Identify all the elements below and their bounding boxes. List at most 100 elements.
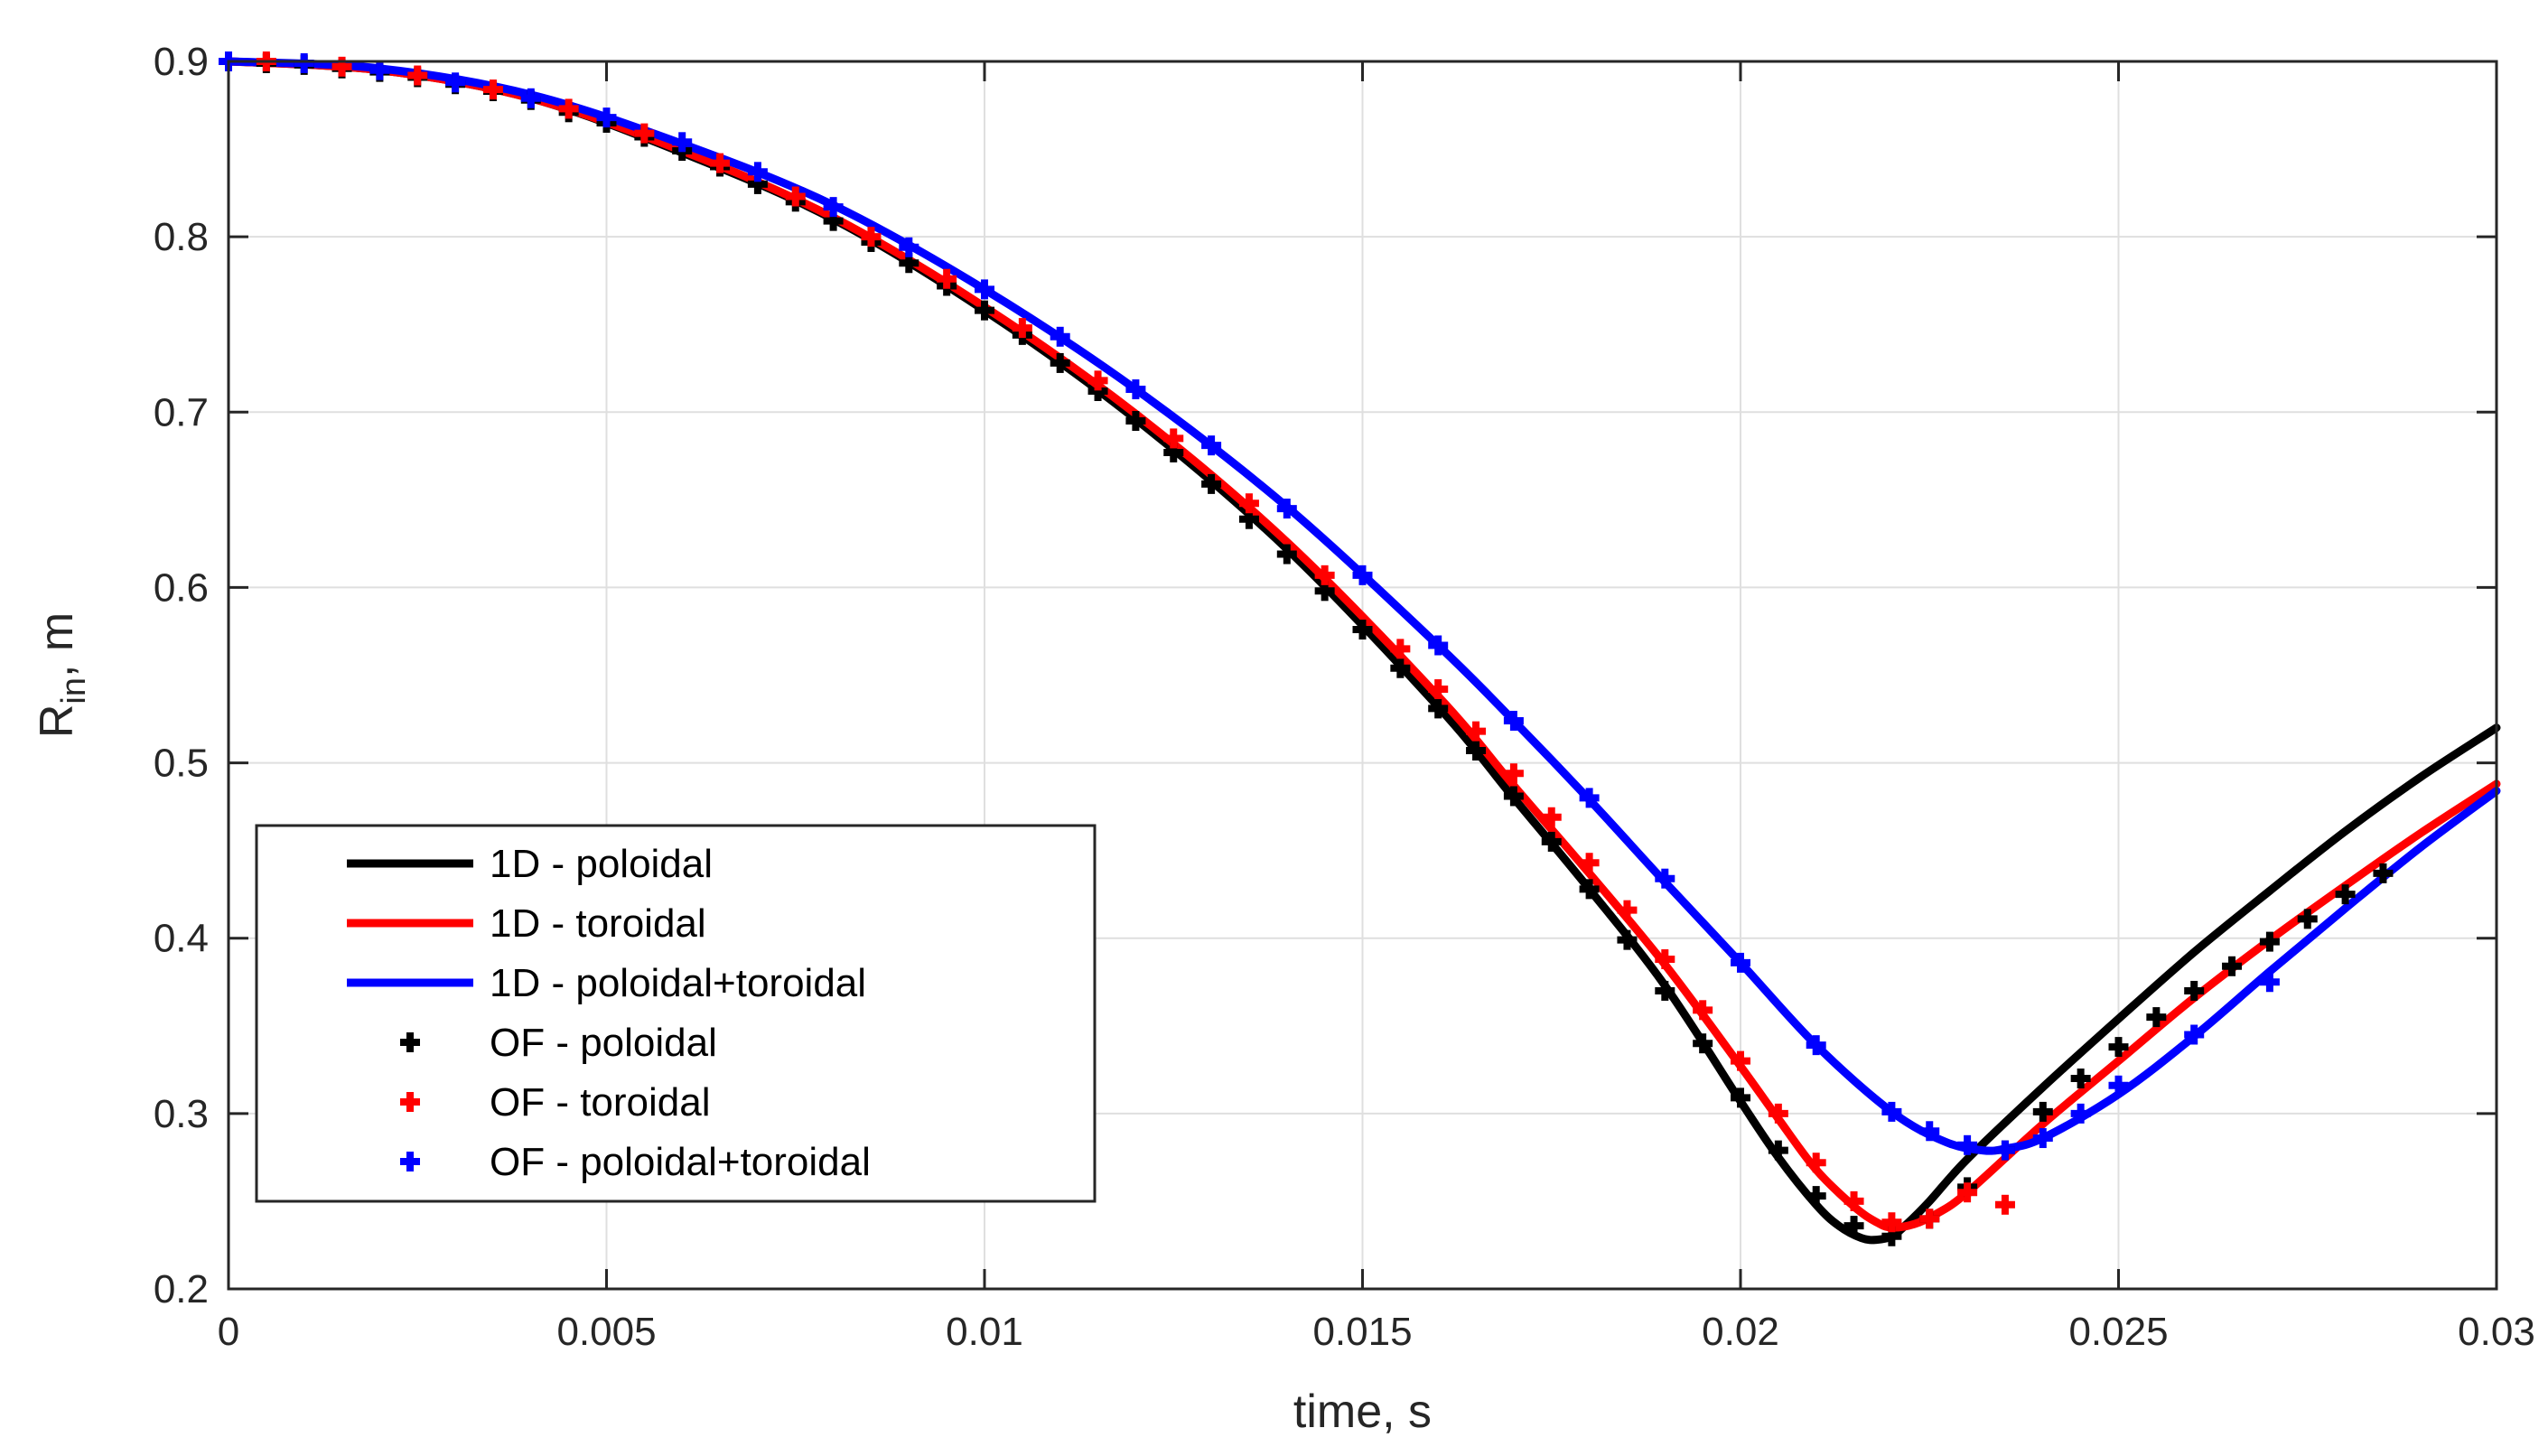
y-tick-label: 0.9	[154, 40, 209, 84]
data-point	[2297, 909, 2318, 929]
legend-entry-of-toroidal: OF - toroidal	[400, 1080, 711, 1125]
data-point	[1541, 807, 1562, 827]
axis-ticks	[227, 60, 2498, 1291]
legend-swatch-marker	[400, 1032, 420, 1052]
data-point	[1125, 379, 1146, 400]
data-point	[1050, 326, 1070, 347]
data-point	[2146, 1007, 2167, 1028]
data-point	[1503, 786, 1524, 807]
legend-entry-1d-toroidal: 1D - toroidal	[347, 901, 706, 946]
legend-entry-of-poloidal: OF - poloidal	[400, 1021, 717, 1065]
data-point	[1693, 1033, 1713, 1054]
legend-label: OF - poloidal	[490, 1021, 717, 1065]
data-point	[2108, 1037, 2129, 1058]
data-point	[2032, 1101, 2053, 1122]
y-axis-label-subscript: in	[55, 677, 93, 705]
data-point	[1843, 1190, 1864, 1211]
data-point	[1125, 410, 1146, 431]
data-point	[2032, 1128, 2053, 1149]
data-point	[1731, 1087, 1750, 1108]
data-point	[1201, 473, 1222, 494]
series-markers-of-toroidal	[256, 51, 2015, 1233]
data-point	[899, 237, 919, 257]
data-point	[1881, 1101, 1902, 1122]
data-point	[1541, 831, 1562, 852]
data-point	[1314, 565, 1335, 585]
legend-entry-of-poloidal-toroidal: OF - poloidal+toroidal	[400, 1140, 871, 1184]
data-point	[1806, 1035, 1826, 1056]
data-point	[1617, 900, 1638, 920]
data-point	[1806, 1186, 1826, 1207]
legend-label: 1D - poloidal	[490, 842, 713, 886]
data-point	[1390, 639, 1411, 659]
legend-swatch-marker	[400, 1092, 420, 1112]
data-point	[1919, 1209, 1940, 1229]
data-point	[2259, 931, 2280, 952]
data-point	[407, 65, 428, 86]
y-tick-label: 0.5	[154, 742, 209, 786]
data-point	[1428, 698, 1449, 719]
x-tick-label: 0.005	[556, 1310, 656, 1354]
data-point	[823, 197, 844, 218]
data-point	[1994, 1194, 2015, 1215]
legend-swatch-marker	[400, 1152, 420, 1171]
data-point	[1466, 740, 1487, 761]
series-markers-of-poloidal-toroidal	[219, 51, 2280, 1161]
data-point	[1731, 1050, 1750, 1071]
y-tick-label: 0.2	[154, 1267, 209, 1311]
x-tick-label: 0.015	[1312, 1310, 1412, 1354]
y-axis-label: Rin, m	[31, 612, 93, 738]
data-point	[482, 79, 503, 100]
data-point	[1352, 565, 1373, 585]
data-point	[1087, 370, 1108, 391]
data-point	[861, 227, 882, 247]
data-point	[1428, 635, 1449, 656]
data-point	[710, 153, 731, 173]
y-tick-label: 0.3	[154, 1092, 209, 1136]
y-tick-label: 0.7	[154, 390, 209, 434]
data-point	[1201, 435, 1222, 456]
data-point	[1655, 868, 1675, 889]
series-layer	[219, 51, 2501, 1246]
legend-entry-1d-poloidal: 1D - poloidal	[347, 842, 713, 886]
data-point	[937, 268, 957, 289]
data-point	[331, 56, 352, 77]
data-point	[1390, 658, 1411, 678]
data-point	[1276, 544, 1297, 565]
data-point	[1843, 1216, 1864, 1237]
data-point	[1693, 1000, 1713, 1021]
data-point	[975, 300, 994, 321]
x-tick-label: 0.02	[1702, 1310, 1779, 1354]
y-tick-label: 0.4	[154, 917, 209, 961]
data-point	[1579, 879, 1600, 900]
y-axis-label-unit: , m	[31, 612, 83, 677]
data-point	[1050, 352, 1070, 373]
data-point	[2222, 956, 2243, 976]
legend-label: OF - toroidal	[490, 1080, 711, 1125]
grid	[228, 61, 2497, 1290]
data-point	[369, 60, 390, 80]
data-point	[1012, 318, 1032, 339]
data-point	[1503, 710, 1524, 731]
data-point	[1163, 428, 1184, 449]
data-point	[2108, 1075, 2129, 1096]
data-point	[747, 162, 768, 182]
data-point	[2335, 884, 2356, 905]
x-tick-label: 0	[218, 1310, 239, 1354]
data-point	[1352, 620, 1373, 640]
x-axis-label: time, s	[1293, 1386, 1432, 1438]
data-point	[558, 98, 579, 119]
data-point	[1957, 1134, 1978, 1155]
data-point	[1579, 853, 1600, 873]
data-point	[1276, 499, 1297, 519]
data-point	[1655, 949, 1675, 970]
data-point	[1768, 1103, 1788, 1124]
legend-box	[255, 824, 1097, 1203]
data-point	[785, 186, 806, 207]
data-point	[2184, 1024, 2205, 1045]
data-point	[2184, 980, 2205, 1001]
data-point	[1919, 1121, 1940, 1142]
legend-label: 1D - toroidal	[490, 901, 706, 946]
data-point	[1238, 493, 1259, 514]
